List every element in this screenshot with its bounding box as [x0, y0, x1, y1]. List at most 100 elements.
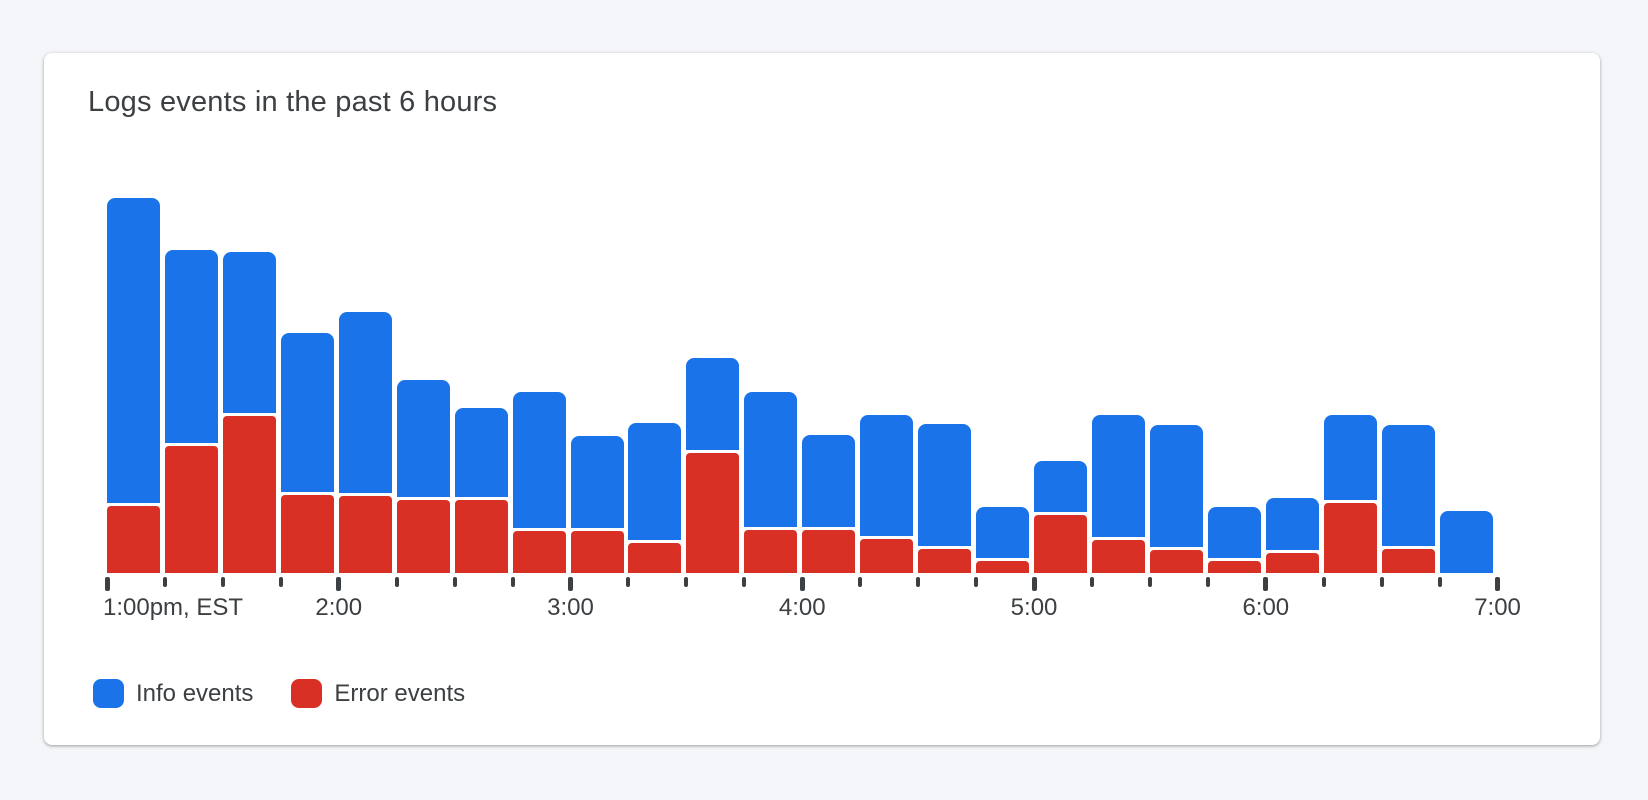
hour-tick — [336, 577, 342, 591]
minor-tick — [1379, 577, 1384, 587]
bar-group-6-30[interactable] — [1381, 425, 1435, 573]
minor-tick — [162, 577, 167, 587]
info-bar-segment[interactable] — [976, 507, 1030, 558]
hour-tick — [1031, 577, 1037, 591]
info-bar-segment[interactable] — [396, 380, 450, 497]
error-bar-segment[interactable] — [338, 496, 392, 573]
legend-item-info-events[interactable]: Info events — [93, 679, 253, 708]
bar-group-5-30[interactable] — [1149, 425, 1203, 573]
error-bar-segment[interactable] — [1034, 515, 1088, 573]
bar-group-5-45[interactable] — [1207, 507, 1261, 573]
error-bar-segment[interactable] — [512, 531, 566, 573]
info-bar-segment[interactable] — [1381, 425, 1435, 546]
error-bar-segment[interactable] — [454, 500, 508, 573]
error-bar-segment[interactable] — [628, 543, 682, 573]
info-bar-segment[interactable] — [744, 392, 798, 527]
bar-group-4-45[interactable] — [976, 507, 1030, 573]
info-bar-segment[interactable] — [338, 312, 392, 493]
minor-tick — [1205, 577, 1210, 587]
minor-tick — [916, 577, 921, 587]
error-bar-segment[interactable] — [1381, 549, 1435, 573]
hour-tick — [1263, 577, 1269, 591]
error-bar-segment[interactable] — [976, 561, 1030, 573]
info-bar-segment[interactable] — [222, 252, 276, 413]
error-bar-segment[interactable] — [1149, 550, 1203, 573]
minor-tick — [684, 577, 689, 587]
bar-group-1-30[interactable] — [222, 252, 276, 573]
bar-group-1-00pm[interactable] — [107, 198, 160, 573]
bar-group-2-45[interactable] — [512, 392, 566, 573]
info-bar-segment[interactable] — [686, 358, 740, 450]
info-bar-segment[interactable] — [802, 435, 856, 527]
info-bar-segment[interactable] — [280, 333, 334, 492]
minor-tick — [858, 577, 863, 587]
info-bar-segment[interactable] — [1439, 511, 1493, 573]
hour-tick — [568, 577, 574, 591]
info-bar-segment[interactable] — [107, 198, 160, 503]
info-bar-segment[interactable] — [1091, 415, 1145, 537]
bar-group-5-00[interactable] — [1034, 461, 1088, 573]
minor-tick — [278, 577, 283, 587]
info-bar-segment[interactable] — [454, 408, 508, 497]
error-bar-segment[interactable] — [164, 446, 218, 573]
axis-label-6-00: 6:00 — [1242, 594, 1290, 621]
info-bar-segment[interactable] — [1207, 507, 1261, 558]
bar-group-2-30[interactable] — [454, 408, 508, 573]
info-bar-segment[interactable] — [1323, 415, 1377, 500]
info-bar-segment[interactable] — [164, 250, 218, 443]
minor-tick — [742, 577, 747, 587]
bar-group-1-45[interactable] — [280, 333, 334, 573]
info-bar-segment[interactable] — [1034, 461, 1088, 512]
info-bar-segment[interactable] — [570, 436, 624, 528]
logs-events-card: Logs events in the past 6 hours 1:00pm, … — [44, 53, 1600, 745]
error-bar-segment[interactable] — [1265, 553, 1319, 573]
hour-tick — [1495, 577, 1501, 591]
bar-group-3-45[interactable] — [744, 392, 798, 573]
axis-label-7-00: 7:00 — [1474, 594, 1521, 621]
axis-label-2-00: 2:00 — [315, 594, 363, 621]
error-bar-segment[interactable] — [396, 500, 450, 573]
axis-label-3-00: 3:00 — [547, 594, 594, 621]
info-bar-segment[interactable] — [918, 424, 972, 546]
error-bar-segment[interactable] — [280, 495, 334, 573]
info-bar-segment[interactable] — [512, 392, 566, 528]
error-bar-segment[interactable] — [107, 506, 160, 573]
minor-tick — [1147, 577, 1152, 587]
info-bar-segment[interactable] — [1149, 425, 1203, 547]
info-bar-segment[interactable] — [1265, 498, 1319, 550]
minor-tick — [220, 577, 225, 587]
error-bar-segment[interactable] — [1091, 540, 1145, 573]
bar-group-3-30[interactable] — [686, 358, 740, 573]
bar-group-3-00[interactable] — [570, 436, 624, 573]
bar-group-2-00[interactable] — [338, 312, 392, 573]
bar-group-3-15[interactable] — [628, 423, 682, 573]
info-bar-segment[interactable] — [860, 415, 914, 536]
bar-group-6-00[interactable] — [1265, 498, 1319, 573]
error-bar-segment[interactable] — [1323, 503, 1377, 573]
axis-label-5-00: 5:00 — [1010, 594, 1058, 621]
error-bar-segment[interactable] — [918, 549, 972, 573]
legend-item-error-events[interactable]: Error events — [291, 679, 465, 708]
bar-group-6-45[interactable] — [1439, 511, 1493, 573]
error-bar-segment[interactable] — [860, 539, 914, 573]
error-bar-segment[interactable] — [802, 530, 856, 573]
bar-group-6-15[interactable] — [1323, 415, 1377, 573]
bar-group-4-30[interactable] — [918, 424, 972, 573]
bar-group-1-15[interactable] — [164, 250, 218, 573]
hour-tick — [104, 577, 110, 591]
info-bar-segment[interactable] — [628, 423, 682, 540]
legend: Info events Error events — [93, 679, 503, 708]
bar-group-4-00[interactable] — [802, 435, 856, 573]
minor-tick — [1437, 577, 1442, 587]
bar-group-2-15[interactable] — [396, 380, 450, 573]
chart-title: Logs events in the past 6 hours — [88, 86, 498, 118]
minor-tick — [510, 577, 515, 587]
error-bar-segment[interactable] — [686, 453, 740, 573]
bar-group-4-15[interactable] — [860, 415, 914, 573]
error-bar-segment[interactable] — [1207, 561, 1261, 573]
error-bar-segment[interactable] — [744, 530, 798, 573]
legend-swatch — [93, 679, 124, 708]
error-bar-segment[interactable] — [570, 531, 624, 573]
bar-group-5-15[interactable] — [1091, 415, 1145, 573]
error-bar-segment[interactable] — [222, 416, 276, 573]
